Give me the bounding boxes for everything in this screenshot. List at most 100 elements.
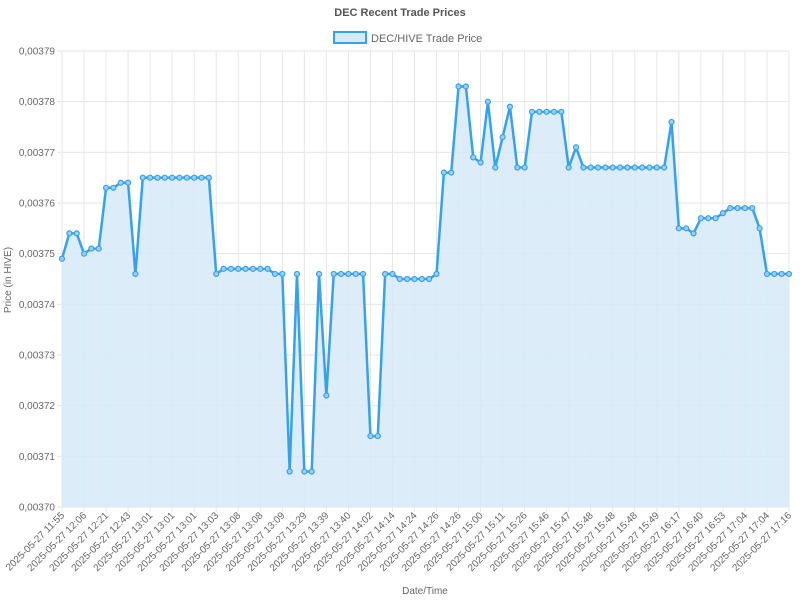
data-point[interactable] xyxy=(455,83,462,90)
data-point[interactable] xyxy=(448,169,455,176)
data-point[interactable] xyxy=(242,265,249,272)
data-point[interactable] xyxy=(220,265,227,272)
data-point[interactable] xyxy=(477,159,484,166)
data-point[interactable] xyxy=(631,164,638,171)
data-point[interactable] xyxy=(411,275,418,283)
data-point[interactable] xyxy=(367,432,374,440)
data-point[interactable] xyxy=(330,270,337,278)
data-point[interactable] xyxy=(536,108,543,115)
data-point[interactable] xyxy=(609,164,616,171)
data-point[interactable] xyxy=(771,270,778,278)
data-point[interactable] xyxy=(198,174,205,181)
data-point[interactable] xyxy=(337,270,345,278)
data-point[interactable] xyxy=(653,164,660,171)
data-point[interactable] xyxy=(161,174,168,181)
data-point[interactable] xyxy=(352,270,359,278)
data-point[interactable] xyxy=(712,215,719,222)
data-point[interactable] xyxy=(550,108,558,115)
data-point[interactable] xyxy=(271,270,279,278)
data-point[interactable] xyxy=(315,270,323,278)
data-point[interactable] xyxy=(734,204,741,212)
data-point[interactable] xyxy=(426,275,433,283)
data-point[interactable] xyxy=(205,174,212,181)
data-point[interactable] xyxy=(572,144,580,151)
data-point[interactable] xyxy=(279,270,286,278)
data-point[interactable] xyxy=(80,250,88,257)
data-point[interactable] xyxy=(191,174,198,181)
data-point[interactable] xyxy=(88,245,95,252)
data-point[interactable] xyxy=(396,275,403,283)
data-point[interactable] xyxy=(646,164,653,171)
data-point[interactable] xyxy=(124,179,132,186)
data-point[interactable] xyxy=(580,164,587,171)
data-point[interactable] xyxy=(257,265,264,272)
data-point[interactable] xyxy=(506,103,514,110)
data-point[interactable] xyxy=(176,174,183,181)
data-point[interactable] xyxy=(264,265,271,272)
data-point[interactable] xyxy=(345,270,352,278)
data-point[interactable] xyxy=(73,230,80,237)
data-point[interactable] xyxy=(484,98,492,105)
data-point[interactable] xyxy=(749,204,756,212)
data-point[interactable] xyxy=(301,468,308,475)
data-point[interactable] xyxy=(389,270,396,278)
data-point[interactable] xyxy=(308,468,315,475)
data-point[interactable] xyxy=(433,270,440,278)
data-point[interactable] xyxy=(470,154,477,161)
data-point[interactable] xyxy=(543,108,550,115)
data-point[interactable] xyxy=(617,164,624,171)
data-point[interactable] xyxy=(117,179,124,186)
data-point[interactable] xyxy=(110,184,117,191)
data-point[interactable] xyxy=(102,184,110,191)
data-point[interactable] xyxy=(602,164,609,171)
data-point[interactable] xyxy=(565,164,572,171)
data-point[interactable] xyxy=(558,108,565,115)
data-point[interactable] xyxy=(492,164,499,171)
data-point[interactable] xyxy=(132,270,139,278)
data-point[interactable] xyxy=(58,255,66,262)
data-point[interactable] xyxy=(661,164,668,171)
data-point[interactable] xyxy=(705,215,712,222)
data-point[interactable] xyxy=(139,174,146,181)
data-point[interactable] xyxy=(639,164,646,171)
data-point[interactable] xyxy=(404,275,411,283)
data-point[interactable] xyxy=(499,134,506,141)
data-point[interactable] xyxy=(227,265,234,272)
data-point[interactable] xyxy=(763,270,771,278)
data-point[interactable] xyxy=(95,245,102,252)
data-point[interactable] xyxy=(719,210,727,217)
data-point[interactable] xyxy=(418,275,425,283)
data-point[interactable] xyxy=(727,204,734,212)
data-point[interactable] xyxy=(462,83,469,90)
legend[interactable]: DEC/HIVE Trade Price xyxy=(333,31,482,45)
data-point[interactable] xyxy=(675,225,682,232)
data-point[interactable] xyxy=(594,164,602,171)
data-point[interactable] xyxy=(323,392,330,399)
data-point[interactable] xyxy=(690,230,697,237)
data-point[interactable] xyxy=(778,270,785,278)
data-point[interactable] xyxy=(683,225,690,232)
data-point[interactable] xyxy=(756,225,763,232)
data-point[interactable] xyxy=(697,215,704,222)
data-point[interactable] xyxy=(528,108,536,115)
data-point[interactable] xyxy=(66,230,73,237)
data-point[interactable] xyxy=(183,174,190,181)
data-point[interactable] xyxy=(785,270,793,278)
data-point[interactable] xyxy=(668,118,675,126)
data-point[interactable] xyxy=(440,169,447,176)
data-point[interactable] xyxy=(286,468,293,475)
data-point[interactable] xyxy=(249,265,257,272)
data-point[interactable] xyxy=(154,174,161,181)
data-point[interactable] xyxy=(293,270,301,278)
data-point[interactable] xyxy=(521,164,528,171)
data-point[interactable] xyxy=(514,164,521,171)
data-point[interactable] xyxy=(359,270,367,278)
data-point[interactable] xyxy=(147,174,154,181)
data-point[interactable] xyxy=(213,270,220,278)
data-point[interactable] xyxy=(235,265,242,272)
data-point[interactable] xyxy=(382,270,389,278)
data-point[interactable] xyxy=(374,432,381,440)
data-point[interactable] xyxy=(587,164,594,171)
data-point[interactable] xyxy=(169,174,176,181)
data-point[interactable] xyxy=(624,164,631,171)
